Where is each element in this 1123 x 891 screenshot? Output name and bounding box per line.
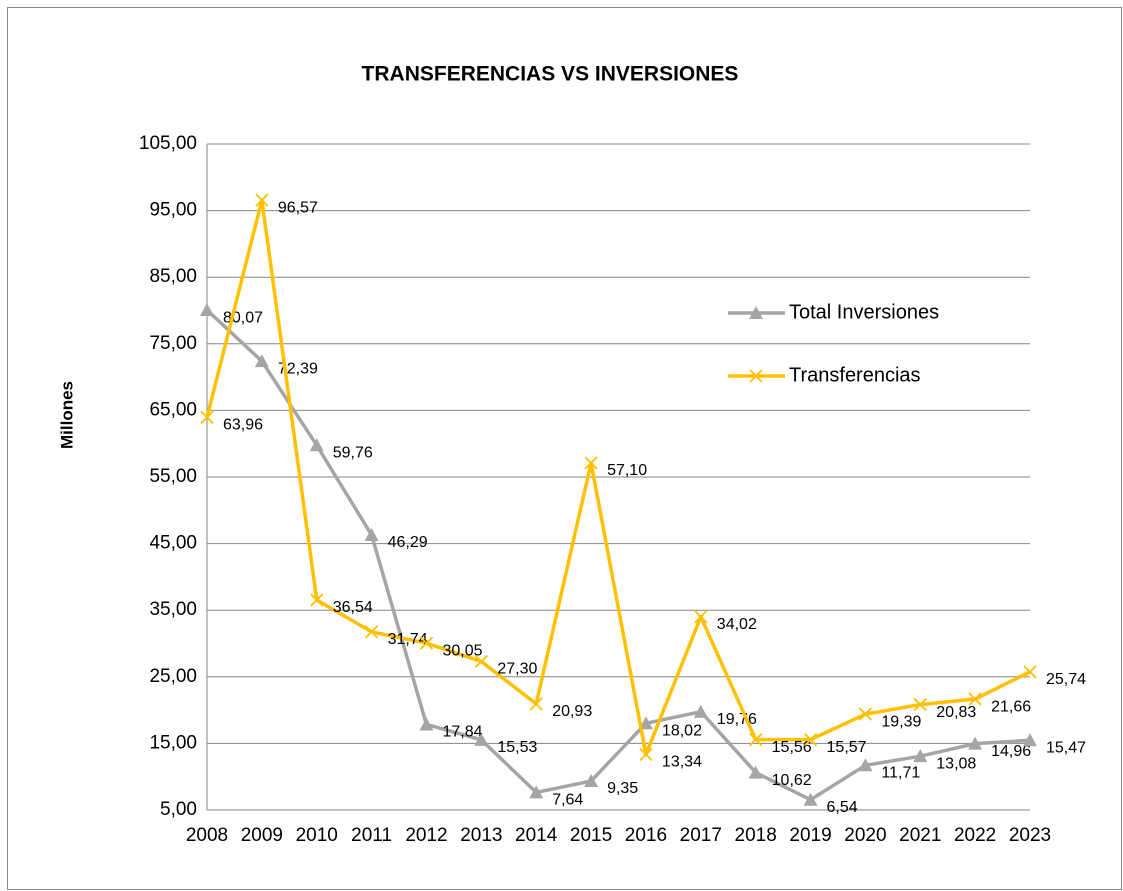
x-tick-label: 2016 (625, 825, 667, 846)
x-tick-label: 2011 (351, 825, 392, 846)
data-label: 13,08 (936, 755, 976, 772)
marker (748, 765, 763, 779)
data-label: 59,76 (333, 445, 373, 462)
marker (638, 716, 653, 730)
data-label: 17,84 (442, 724, 482, 741)
x-tick-label: 2018 (735, 825, 777, 846)
data-label: 72,39 (278, 360, 318, 377)
marker (309, 438, 324, 452)
x-tick-label: 2022 (954, 825, 996, 846)
x-tick-label: 2014 (515, 825, 558, 846)
marker (749, 733, 763, 747)
marker (968, 736, 983, 750)
data-label: 15,47 (1046, 739, 1086, 756)
marker (364, 528, 379, 542)
marker (693, 704, 708, 718)
data-label: 9,35 (607, 780, 638, 797)
data-label: 15,56 (772, 739, 812, 756)
marker (858, 707, 873, 721)
y-tick-label: 55,00 (149, 466, 197, 487)
data-label: 10,62 (772, 772, 812, 789)
x-tick-label: 2021 (899, 825, 941, 846)
y-axis-title: Millones (57, 381, 76, 449)
data-label: 57,10 (607, 462, 647, 479)
marker (474, 732, 489, 746)
marker (913, 697, 927, 712)
marker (858, 758, 873, 772)
data-label: 6,54 (827, 799, 858, 816)
data-label: 31,74 (388, 631, 428, 648)
legend-label: Transferencias (789, 364, 921, 386)
data-label: 63,96 (223, 417, 263, 434)
y-tick-label: 15,00 (149, 732, 197, 753)
marker (419, 717, 434, 731)
x-tick-label: 2009 (241, 825, 283, 846)
marker (310, 593, 324, 607)
marker (364, 625, 379, 639)
marker (639, 747, 653, 762)
legend-marker (749, 369, 763, 383)
data-label: 20,93 (552, 703, 592, 720)
marker (968, 692, 982, 706)
x-tick-label: 2019 (789, 825, 831, 846)
marker (419, 636, 434, 650)
marker (694, 610, 708, 624)
marker (255, 193, 269, 207)
data-label: 18,02 (662, 723, 702, 740)
data-label: 20,83 (936, 704, 976, 721)
marker (584, 774, 599, 788)
data-label: 7,64 (552, 792, 583, 809)
data-label: 21,66 (991, 698, 1031, 715)
legend-label: Total Inversiones (789, 301, 939, 323)
y-tick-label: 105,00 (139, 133, 197, 154)
data-label: 14,96 (991, 743, 1031, 760)
x-tick-label: 2013 (460, 825, 502, 846)
x-tick-label: 2015 (570, 825, 612, 846)
data-label: 46,29 (388, 534, 428, 551)
data-label: 30,05 (442, 642, 482, 659)
y-tick-label: 25,00 (149, 666, 197, 687)
y-tick-label: 5,00 (160, 799, 197, 820)
series-line (205, 198, 1031, 757)
series-line (205, 308, 1031, 802)
x-tick-label: 2008 (186, 825, 228, 846)
marker (529, 697, 543, 711)
x-tick-label: 2023 (1009, 825, 1051, 846)
x-tick-label: 2012 (405, 825, 447, 846)
data-label: 36,54 (333, 599, 373, 616)
y-tick-label: 85,00 (149, 266, 197, 287)
chart-title: TRANSFERENCIAS VS INVERSIONES (362, 63, 739, 86)
marker (584, 456, 598, 470)
marker (803, 792, 818, 806)
y-tick-label: 35,00 (149, 599, 197, 620)
y-tick-label: 75,00 (149, 333, 197, 354)
marker (1023, 733, 1037, 747)
data-label: 15,53 (497, 739, 537, 756)
marker (200, 303, 214, 317)
marker (529, 785, 544, 799)
data-label: 11,71 (881, 765, 920, 782)
x-tick-label: 2020 (844, 825, 886, 846)
data-label: 27,30 (497, 661, 537, 678)
marker (803, 732, 818, 747)
marker (1023, 665, 1037, 679)
data-label: 19,39 (881, 713, 921, 730)
marker (200, 410, 214, 424)
x-tick-label: 2017 (680, 825, 722, 846)
chart-border (7, 7, 1122, 890)
data-label: 34,02 (717, 616, 757, 633)
legend-marker (749, 306, 763, 319)
x-tick-label: 2010 (296, 825, 338, 846)
data-label: 15,57 (827, 739, 867, 756)
data-label: 96,57 (278, 199, 318, 216)
y-tick-label: 95,00 (149, 200, 197, 221)
marker (913, 749, 928, 763)
data-label: 25,74 (1046, 671, 1086, 688)
y-tick-label: 45,00 (149, 533, 197, 554)
data-label: 13,34 (662, 754, 702, 771)
marker (474, 654, 488, 669)
y-tick-label: 65,00 (149, 399, 197, 420)
marker (254, 354, 269, 368)
